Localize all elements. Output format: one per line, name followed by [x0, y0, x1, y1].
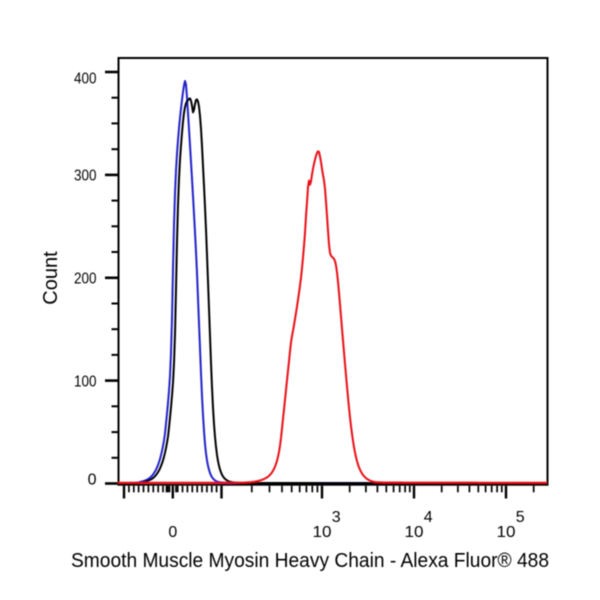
svg-text:100: 100 — [74, 373, 97, 390]
svg-text:400: 400 — [74, 71, 97, 88]
svg-text:3: 3 — [332, 509, 341, 526]
svg-text:200: 200 — [74, 270, 97, 287]
svg-text:0: 0 — [168, 524, 177, 541]
svg-text:5: 5 — [516, 509, 525, 526]
svg-text:300: 300 — [74, 167, 97, 184]
svg-text:Smooth Muscle Myosin Heavy Cha: Smooth Muscle Myosin Heavy Chain - Alexa… — [71, 550, 549, 572]
svg-text:10: 10 — [313, 524, 332, 541]
svg-text:0: 0 — [88, 471, 97, 488]
svg-text:4: 4 — [424, 509, 433, 526]
svg-text:10: 10 — [405, 524, 424, 541]
svg-text:Count: Count — [40, 251, 62, 305]
svg-text:10: 10 — [497, 524, 516, 541]
